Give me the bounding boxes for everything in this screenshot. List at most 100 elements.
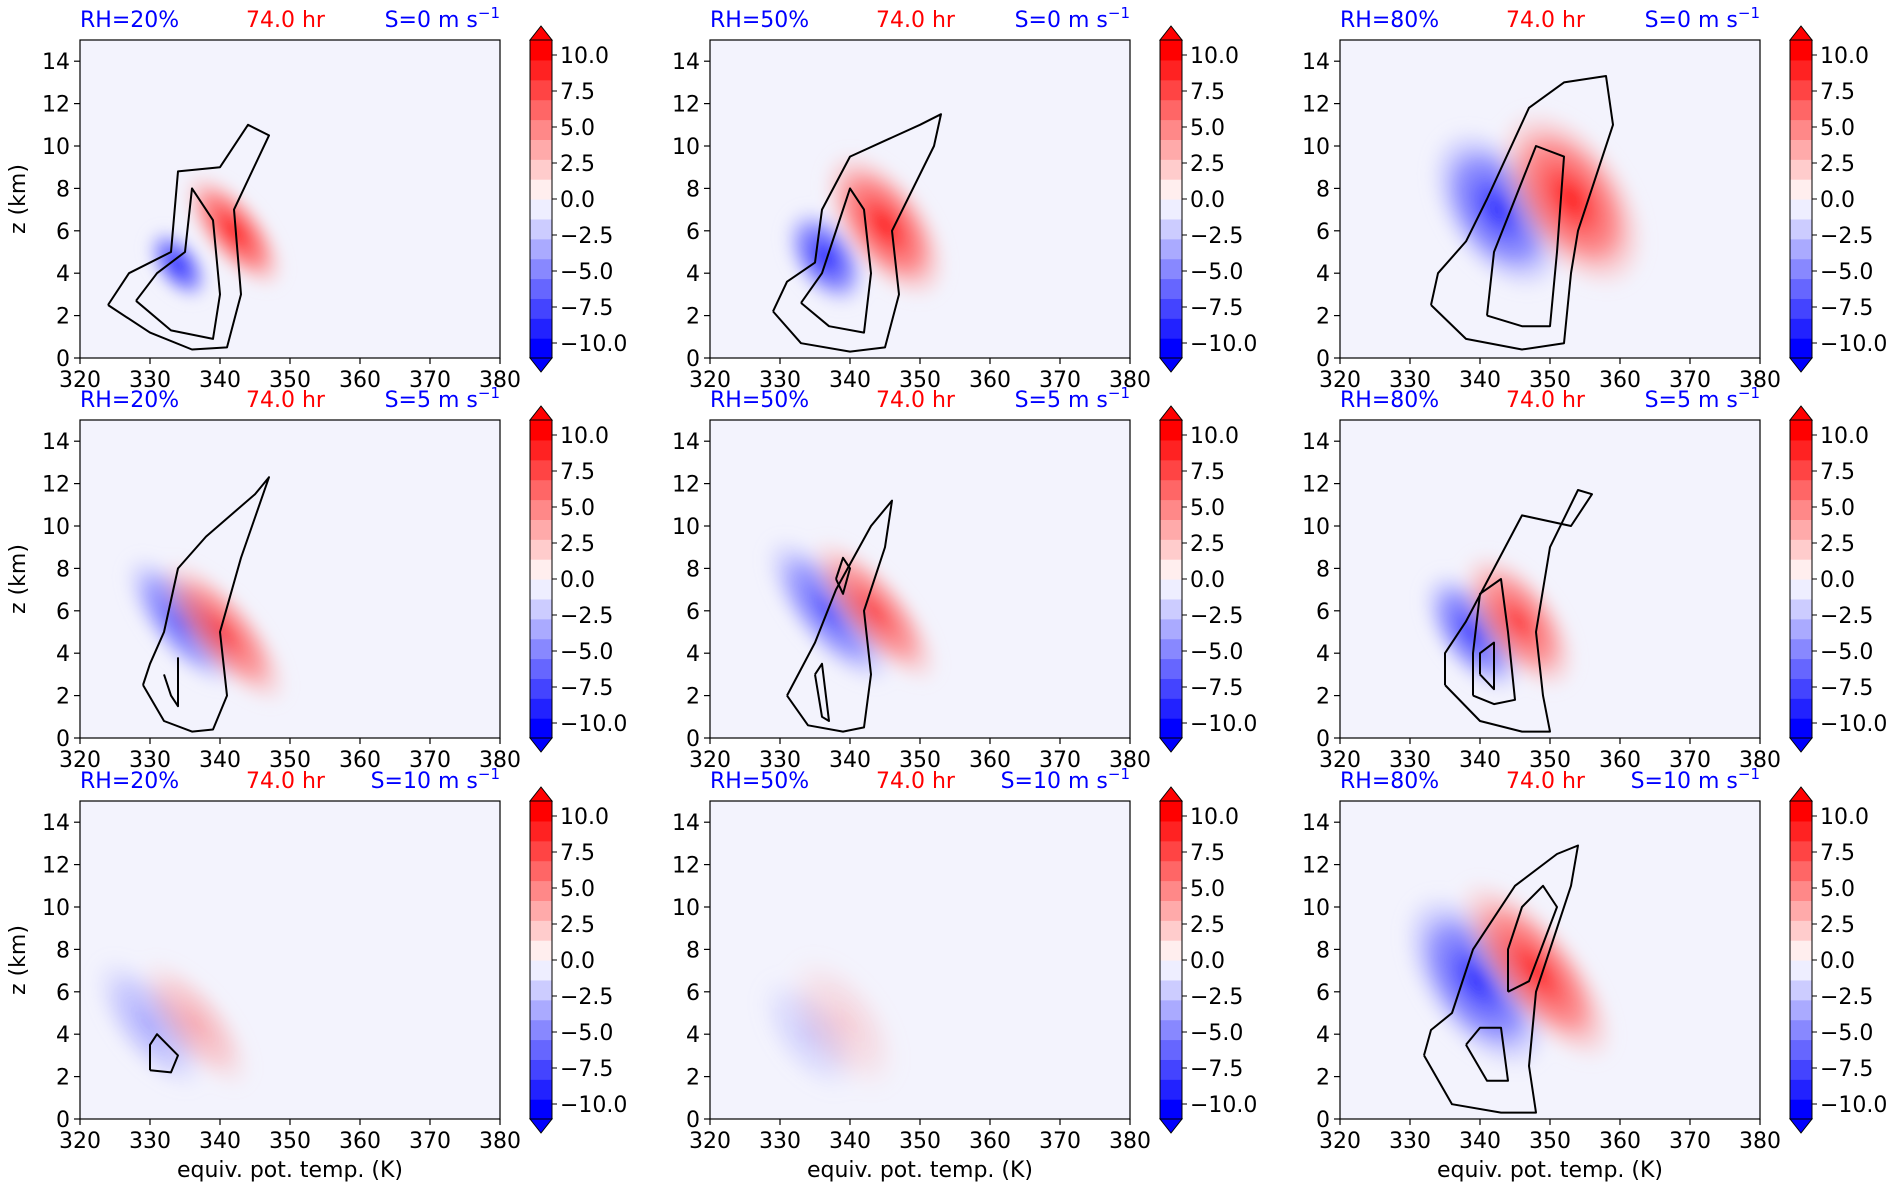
- x-tick-label: 370: [1039, 748, 1081, 773]
- y-tick-label: 2: [1316, 305, 1330, 330]
- rh-label: RH=80%: [1340, 388, 1439, 413]
- panel-9: 320 330 340 350 360 370 380 0 2 4 6 8 10 12 14 RH=80% 74…: [1302, 765, 1887, 1183]
- colorbar-tick-label: 5.0: [1820, 877, 1855, 902]
- colorbar-band: [530, 258, 552, 280]
- colorbar-tick-label: −5.0: [1190, 640, 1243, 665]
- y-tick-label: 14: [1302, 50, 1330, 75]
- x-tick-label: 360: [969, 1129, 1011, 1154]
- colorbar-band: [530, 979, 552, 1001]
- colorbar-band: [530, 840, 552, 862]
- colorbar-band: [1160, 940, 1182, 961]
- colorbar-band: [530, 598, 552, 620]
- colorbar-band: [530, 820, 552, 842]
- colorbar-band: [530, 539, 552, 560]
- colorbar: 10.0 7.5 5.0 2.5 0.0 −2.5 −5.0 −7.5 −10.0: [528, 786, 627, 1134]
- colorbar-band: [530, 420, 552, 441]
- colorbar-max-arrow: [1158, 25, 1184, 41]
- y-tick-label: 2: [1316, 1066, 1330, 1091]
- x-tick-label: 340: [1459, 368, 1501, 393]
- anomaly-shading: [753, 949, 906, 1099]
- anomaly-field: [761, 499, 943, 733]
- colorbar: 10.0 7.5 5.0 2.5 0.0 −2.5 −5.0 −7.5 −10.0: [1158, 405, 1257, 753]
- anomaly-field: [1399, 844, 1619, 1114]
- colorbar-band: [1790, 1099, 1812, 1120]
- x-tick-label: 350: [1529, 368, 1571, 393]
- x-tick-label: 350: [269, 1129, 311, 1154]
- colorbar-band: [530, 519, 552, 540]
- colorbar-band: [1160, 278, 1182, 299]
- colorbar-band: [530, 79, 552, 101]
- colorbar-band: [1160, 1019, 1182, 1041]
- colorbar-tick-label: 5.0: [1190, 877, 1225, 902]
- colorbar-band: [1160, 1099, 1182, 1120]
- x-tick-label: 380: [479, 748, 521, 773]
- x-tick-label: 340: [829, 748, 871, 773]
- colorbar-band: [1790, 258, 1812, 280]
- y-tick-label: 8: [686, 938, 700, 963]
- colorbar-band: [530, 638, 552, 660]
- colorbar-tick-label: 7.5: [1820, 841, 1855, 866]
- y-tick-label: 6: [1316, 220, 1330, 245]
- x-tick-label: 380: [1739, 1129, 1781, 1154]
- contour-line: [1423, 844, 1579, 1114]
- plot-area: [80, 40, 500, 358]
- colorbar-band: [1790, 59, 1812, 81]
- time-label: 74.0 hr: [246, 769, 326, 794]
- positive-anomaly: [806, 535, 943, 687]
- shear-unit-exponent: −1: [1108, 765, 1130, 783]
- x-tick-label: 320: [1319, 368, 1361, 393]
- time-label: 74.0 hr: [246, 8, 326, 33]
- colorbar-band: [1790, 820, 1812, 842]
- y-tick-label: 8: [1316, 177, 1330, 202]
- y-axis-label: z (km): [6, 164, 31, 234]
- colorbar-band: [1790, 318, 1812, 339]
- colorbar-tick-label: −7.5: [560, 1057, 613, 1082]
- colorbar-tick-label: 10.0: [560, 805, 609, 830]
- rh-label: RH=20%: [80, 769, 179, 794]
- shear-label: S=5 m s−1: [385, 384, 500, 413]
- colorbar-band: [1790, 499, 1812, 520]
- colorbar-band: [1790, 638, 1812, 660]
- colorbar-tick-label: −10.0: [1190, 712, 1257, 737]
- colorbar-band: [530, 1019, 552, 1041]
- colorbar-band: [1160, 159, 1182, 180]
- colorbar-max-arrow: [528, 786, 554, 802]
- colorbar-tick-label: −10.0: [560, 1093, 627, 1118]
- colorbar-band: [1790, 840, 1812, 862]
- y-tick-label: 4: [56, 262, 70, 287]
- x-tick-label: 320: [689, 748, 731, 773]
- x-tick-label: 330: [759, 368, 801, 393]
- colorbar-tick-label: −10.0: [1820, 1093, 1887, 1118]
- x-tick-label: 320: [1319, 748, 1361, 773]
- colorbar-band: [1790, 801, 1812, 822]
- rh-label: RH=20%: [80, 388, 179, 413]
- colorbar-band: [1790, 718, 1812, 739]
- x-tick-label: 360: [339, 368, 381, 393]
- colorbar-tick-label: −2.5: [1820, 604, 1873, 629]
- colorbar-tick-label: −5.0: [1820, 1021, 1873, 1046]
- contour-line: [1486, 145, 1565, 328]
- x-tick-label: 330: [129, 748, 171, 773]
- panel-7: 320 330 340 350 360 370 380 0 2 4 6 8 10 12 14 RH=20% 74…: [6, 765, 627, 1183]
- colorbar-min-arrow: [528, 1118, 554, 1134]
- positive-anomaly: [180, 170, 288, 292]
- colorbar-band: [1160, 979, 1182, 1001]
- colorbar-tick-label: 10.0: [1820, 805, 1869, 830]
- y-tick-label: 2: [686, 1066, 700, 1091]
- shear-unit-exponent: −1: [1108, 4, 1130, 22]
- colorbar-band: [1160, 139, 1182, 160]
- anomaly-shading: [89, 952, 256, 1095]
- shear-unit-exponent: −1: [1738, 384, 1760, 402]
- colorbar-tick-label: 7.5: [1820, 80, 1855, 105]
- y-tick-label: 12: [672, 93, 700, 118]
- x-tick-label: 380: [1739, 748, 1781, 773]
- colorbar-tick-label: −2.5: [560, 604, 613, 629]
- colorbar-tick-label: −5.0: [1820, 260, 1873, 285]
- contour-line: [1444, 489, 1593, 733]
- anomaly-field: [753, 949, 906, 1099]
- shear-unit-exponent: −1: [1108, 384, 1130, 402]
- shear-label: S=10 m s−1: [1631, 765, 1760, 794]
- positive-anomaly: [1457, 549, 1580, 694]
- colorbar-band: [530, 338, 552, 359]
- rh-label: RH=80%: [1340, 769, 1439, 794]
